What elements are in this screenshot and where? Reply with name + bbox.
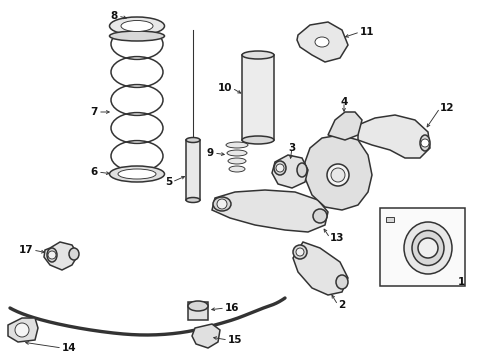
Text: 5: 5 [165, 177, 172, 187]
Text: 4: 4 [341, 97, 348, 107]
Text: 9: 9 [207, 148, 214, 158]
Polygon shape [297, 22, 348, 62]
Ellipse shape [313, 209, 327, 223]
Ellipse shape [109, 17, 165, 35]
Ellipse shape [47, 248, 57, 262]
Ellipse shape [109, 166, 165, 182]
Polygon shape [212, 190, 328, 232]
Circle shape [276, 164, 284, 172]
Ellipse shape [297, 163, 307, 177]
Text: 3: 3 [289, 143, 295, 153]
Ellipse shape [226, 142, 248, 148]
Text: 17: 17 [19, 245, 33, 255]
Bar [386, 217, 394, 222]
Ellipse shape [228, 158, 246, 164]
Text: 6: 6 [91, 167, 98, 177]
Polygon shape [328, 112, 362, 140]
Circle shape [421, 139, 429, 147]
Circle shape [217, 199, 227, 209]
Circle shape [296, 248, 304, 256]
Ellipse shape [121, 21, 153, 32]
Polygon shape [44, 242, 78, 270]
Ellipse shape [188, 301, 208, 311]
Text: 15: 15 [228, 335, 243, 345]
Circle shape [418, 238, 438, 258]
Polygon shape [192, 324, 220, 348]
Text: 2: 2 [338, 300, 345, 310]
Text: 16: 16 [225, 303, 240, 313]
Circle shape [331, 168, 345, 182]
Circle shape [48, 251, 56, 259]
Polygon shape [272, 155, 308, 188]
Ellipse shape [242, 51, 274, 59]
Ellipse shape [186, 138, 200, 143]
Ellipse shape [242, 136, 274, 144]
Ellipse shape [229, 166, 245, 172]
Ellipse shape [293, 245, 307, 259]
Text: 10: 10 [218, 83, 232, 93]
Ellipse shape [274, 161, 286, 175]
Text: 8: 8 [111, 11, 118, 21]
Bar [380, 208, 465, 286]
Polygon shape [293, 242, 348, 295]
Bar [242, 55, 274, 140]
Text: 12: 12 [440, 103, 455, 113]
Bar [186, 140, 200, 200]
Ellipse shape [118, 169, 156, 179]
Ellipse shape [420, 135, 430, 151]
Ellipse shape [227, 150, 247, 156]
Ellipse shape [69, 248, 79, 260]
Polygon shape [8, 318, 38, 342]
Ellipse shape [186, 198, 200, 202]
Ellipse shape [327, 164, 349, 186]
Text: 1: 1 [458, 277, 465, 287]
Text: 11: 11 [360, 27, 374, 37]
Circle shape [15, 323, 29, 337]
Ellipse shape [404, 222, 452, 274]
Ellipse shape [213, 197, 231, 211]
Ellipse shape [109, 31, 165, 41]
Polygon shape [305, 135, 372, 210]
Text: 13: 13 [330, 233, 344, 243]
Polygon shape [358, 115, 430, 158]
Bar [188, 302, 208, 320]
Ellipse shape [315, 37, 329, 47]
Ellipse shape [412, 230, 444, 266]
Text: 7: 7 [91, 107, 98, 117]
Text: 14: 14 [62, 343, 76, 353]
Ellipse shape [336, 275, 348, 289]
